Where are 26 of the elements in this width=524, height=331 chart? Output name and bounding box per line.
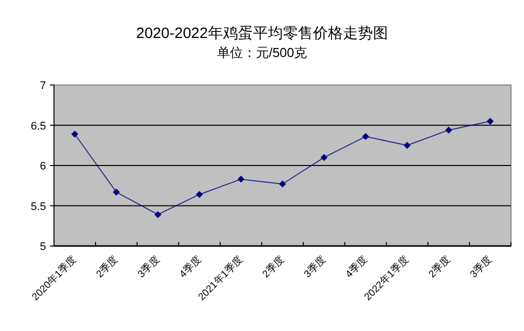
y-tick-label: 6	[40, 160, 46, 172]
y-tick-label: 5.5	[30, 200, 46, 213]
x-tick-label: 4季度	[176, 254, 204, 280]
x-tick-label: 2季度	[426, 254, 453, 280]
point	[445, 126, 452, 134]
y-tick-label: 7	[40, 80, 46, 92]
point	[71, 130, 78, 138]
chart-title: 2020-2022年鸡蛋平均零售价格走势图	[136, 25, 388, 42]
point	[279, 180, 286, 188]
x-tick-label: 3季度	[468, 254, 494, 280]
point	[486, 118, 494, 125]
y-tick-label: 6.5	[30, 120, 46, 132]
y-tick-label: 5	[40, 241, 46, 253]
point	[154, 211, 162, 218]
point	[404, 142, 411, 149]
point	[362, 133, 370, 140]
point	[112, 188, 120, 196]
x-tick-label: 2季度	[260, 254, 287, 280]
point	[237, 176, 244, 183]
x-tick-label: 3季度	[135, 254, 162, 280]
point	[196, 190, 203, 198]
chart-subtitle: 单位：元/500克	[216, 45, 308, 60]
x-tick-label: 3季度	[302, 254, 328, 280]
x-tick-label: 2季度	[94, 254, 120, 280]
point	[320, 154, 328, 161]
x-tick-label: 4季度	[343, 254, 370, 280]
